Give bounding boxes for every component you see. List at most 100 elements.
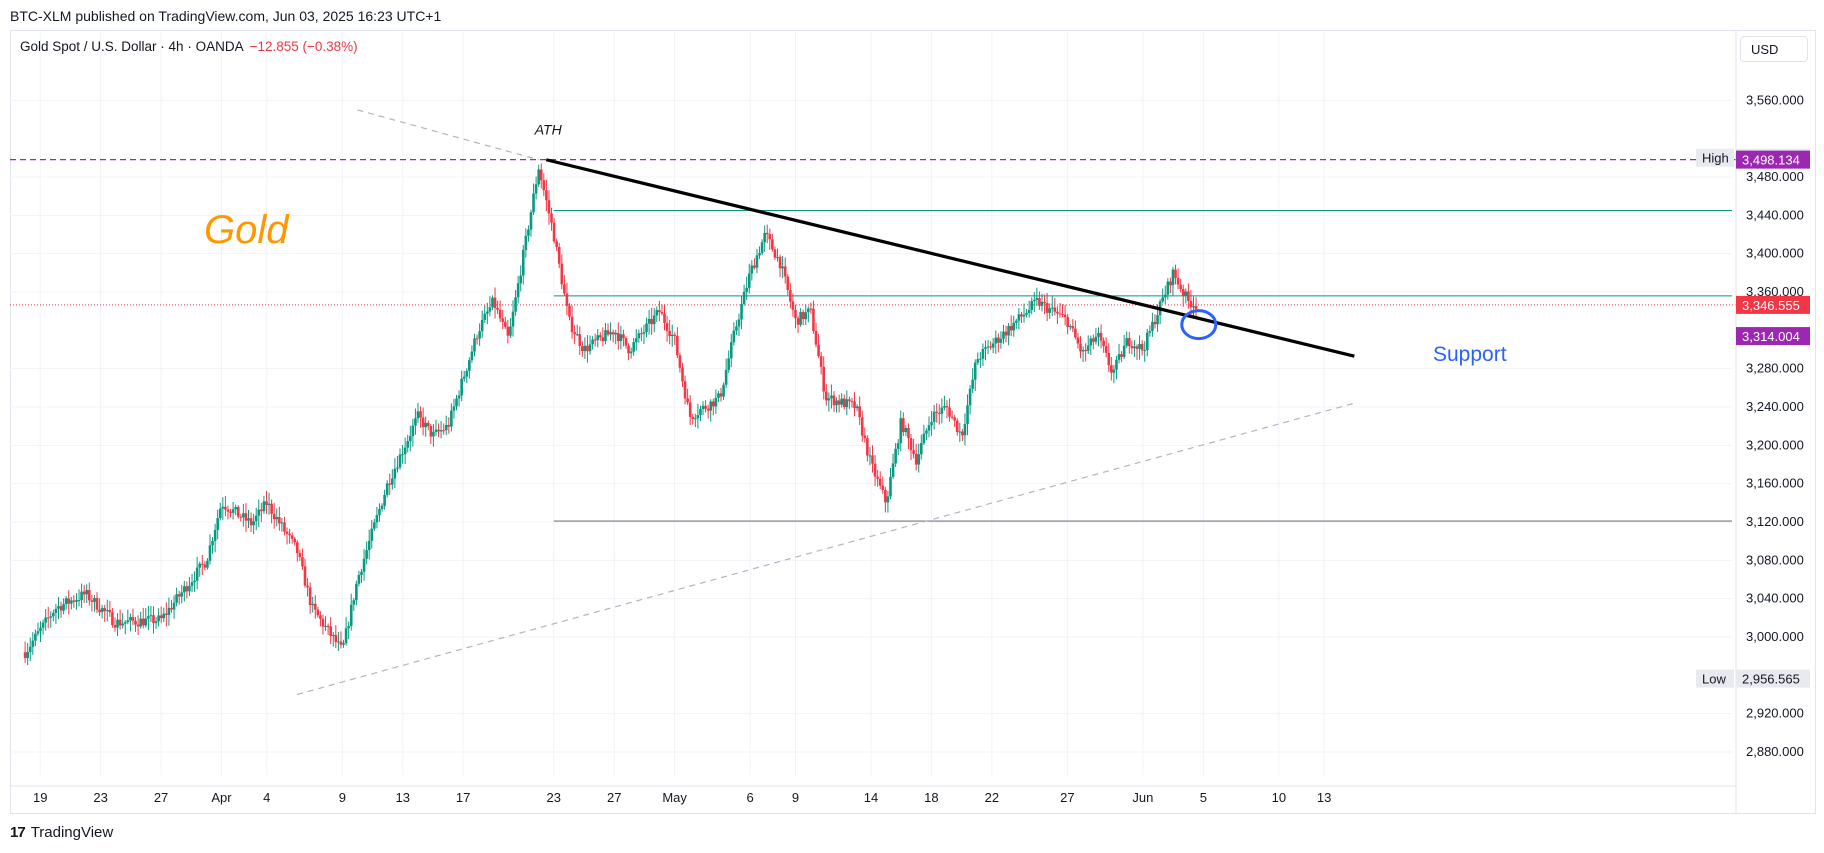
y-tick-label: 3,080.000 bbox=[1746, 552, 1804, 567]
candle-up bbox=[632, 342, 635, 352]
candle-up bbox=[963, 423, 967, 436]
y-tick-label: 3,560.000 bbox=[1746, 92, 1804, 107]
candle-up bbox=[380, 505, 384, 510]
candle-up bbox=[44, 617, 47, 623]
candle-down bbox=[842, 398, 846, 408]
y-tick-label: 3,120.000 bbox=[1746, 514, 1804, 529]
candle-down bbox=[997, 337, 1000, 343]
candle-up bbox=[180, 592, 184, 597]
candle-down bbox=[1110, 365, 1113, 373]
currency-button[interactable]: USD bbox=[1740, 36, 1808, 62]
candle-up bbox=[1025, 312, 1028, 315]
candle-up bbox=[722, 384, 725, 397]
candle-up bbox=[398, 454, 402, 468]
candle-up bbox=[709, 401, 713, 411]
candle-up bbox=[740, 303, 743, 320]
candle-up bbox=[470, 351, 474, 361]
candle-down bbox=[288, 533, 291, 536]
candle-down bbox=[339, 641, 343, 645]
candle-up bbox=[927, 425, 931, 431]
candle-up bbox=[190, 582, 194, 586]
candle-down bbox=[624, 338, 628, 346]
candle-down bbox=[59, 606, 63, 611]
candle-up bbox=[424, 422, 427, 428]
x-tick-label: 14 bbox=[864, 790, 878, 805]
candle-up bbox=[516, 283, 520, 298]
candle-up bbox=[1068, 326, 1072, 328]
candle-up bbox=[434, 429, 438, 432]
candle-up bbox=[57, 606, 60, 609]
candle-up bbox=[85, 589, 89, 595]
candle-up bbox=[488, 307, 492, 312]
candle-down bbox=[719, 393, 723, 397]
candle-down bbox=[599, 335, 602, 338]
candle-down bbox=[691, 416, 695, 419]
candle-up bbox=[943, 406, 946, 408]
candle-up bbox=[742, 291, 746, 304]
publisher-line: BTC-XLM published on TradingView.com, Ju… bbox=[10, 8, 442, 24]
candle-up bbox=[984, 347, 987, 350]
candle-up bbox=[247, 518, 250, 521]
candle-down bbox=[1176, 277, 1180, 285]
candle-up bbox=[732, 330, 736, 343]
candle-down bbox=[601, 337, 605, 342]
candle-down bbox=[550, 213, 553, 223]
candle-up bbox=[699, 409, 702, 416]
candle-down bbox=[581, 345, 584, 352]
candle-up bbox=[999, 338, 1003, 343]
candle-up bbox=[373, 522, 376, 529]
candle-down bbox=[848, 399, 851, 402]
candle-up bbox=[1125, 338, 1129, 346]
candle-up bbox=[408, 436, 412, 442]
candle-down bbox=[152, 615, 155, 624]
price-value-tag: 3,346.555 bbox=[1742, 298, 1800, 313]
x-tick-label: 17 bbox=[456, 790, 470, 805]
x-tick-label: Apr bbox=[211, 790, 232, 805]
candle-down bbox=[334, 634, 338, 643]
candle-down bbox=[545, 190, 548, 201]
grid bbox=[10, 32, 1732, 775]
candle-down bbox=[23, 652, 27, 659]
candle-up bbox=[167, 607, 171, 615]
symbol-legend[interactable]: Gold Spot / U.S. Dollar · 4h · OANDA −12.… bbox=[20, 39, 358, 54]
candle-down bbox=[822, 366, 826, 392]
candle-down bbox=[542, 180, 546, 191]
candle-down bbox=[789, 290, 792, 302]
descending-trendline bbox=[545, 158, 1355, 358]
upper-dashed-line bbox=[357, 109, 539, 161]
candle-up bbox=[925, 430, 928, 434]
candle-up bbox=[827, 398, 831, 401]
price-value-tag-bg bbox=[1736, 295, 1810, 314]
candle-up bbox=[52, 613, 55, 617]
candle-down bbox=[568, 305, 571, 317]
candle-down bbox=[1174, 269, 1177, 278]
candle-down bbox=[1056, 311, 1059, 314]
candle-up bbox=[652, 315, 656, 325]
candle-down bbox=[447, 424, 451, 427]
candle-down bbox=[873, 463, 877, 477]
candle-up bbox=[193, 580, 196, 583]
candle-down bbox=[902, 418, 905, 433]
candle-up bbox=[845, 399, 849, 408]
candle-up bbox=[34, 633, 37, 641]
candle-up bbox=[473, 338, 476, 352]
candle-down bbox=[907, 428, 910, 439]
candle-down bbox=[658, 310, 661, 313]
candle-up bbox=[331, 634, 335, 636]
candle-down bbox=[321, 618, 325, 627]
candle-up bbox=[807, 308, 810, 313]
candle-up bbox=[1027, 309, 1031, 313]
candle-up bbox=[1138, 344, 1141, 349]
candle-down bbox=[421, 417, 425, 428]
high-label-bg bbox=[1696, 148, 1734, 167]
candle-up bbox=[696, 415, 700, 419]
x-tick-label: 22 bbox=[985, 790, 999, 805]
tradingview-logo[interactable]: 17 TradingView bbox=[10, 824, 113, 841]
candle-up bbox=[1035, 298, 1039, 300]
candle-up bbox=[968, 388, 972, 406]
x-tick-label: 18 bbox=[924, 790, 938, 805]
candle-up bbox=[973, 362, 977, 380]
candle-down bbox=[950, 416, 954, 418]
candle-up bbox=[714, 397, 718, 407]
